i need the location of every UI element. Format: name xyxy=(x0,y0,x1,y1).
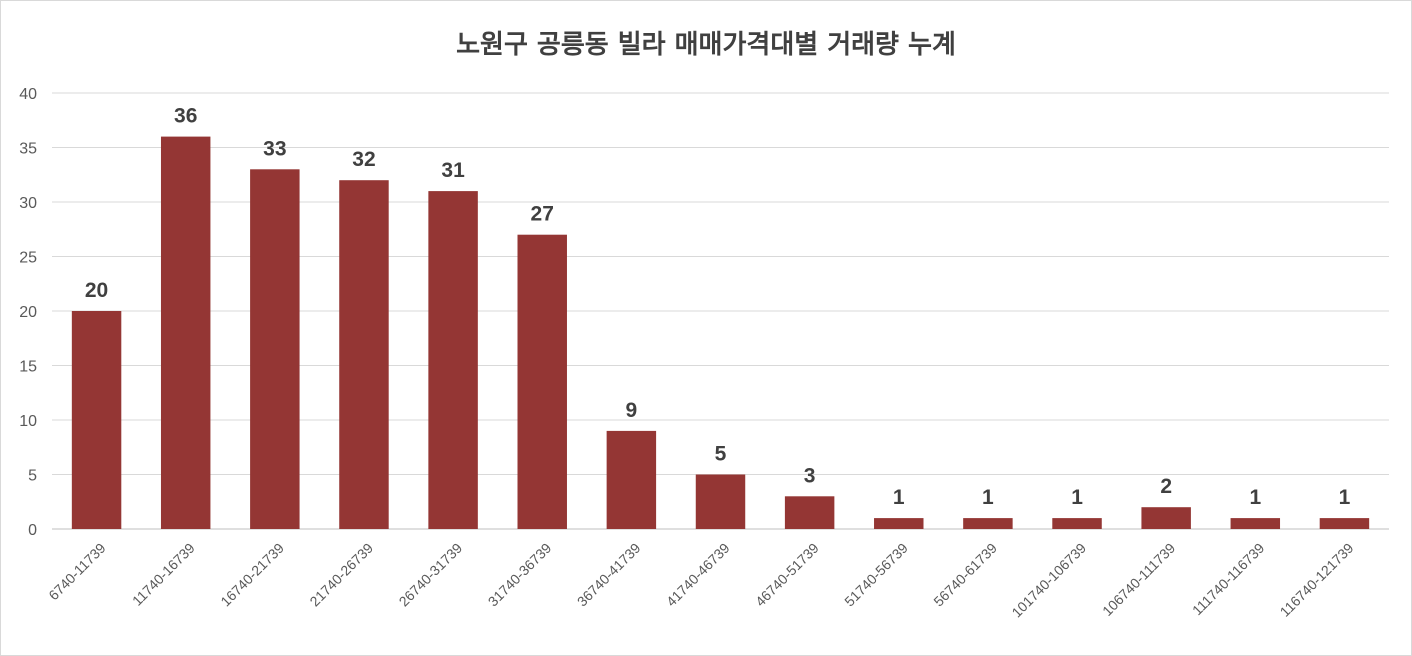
data-label: 1 xyxy=(982,486,994,509)
y-tick-label: 30 xyxy=(19,195,37,212)
x-tick-label: 11740-16739 xyxy=(129,540,198,609)
bar xyxy=(428,191,478,529)
bar xyxy=(1319,518,1370,529)
bar xyxy=(250,169,300,530)
data-label: 33 xyxy=(263,137,286,160)
chart-title: 노원구 공릉동 빌라 매매가격대별 거래량 누계 xyxy=(456,30,956,60)
bar xyxy=(963,518,1013,529)
data-label: 36 xyxy=(174,105,197,128)
x-axis-ticks: 6740-11739 11740-16739 16740-21739 21740-26… xyxy=(45,540,1356,621)
y-tick-label: 35 xyxy=(19,141,37,158)
x-tick-label: 31740-36739 xyxy=(485,540,555,610)
y-tick-label: 15 xyxy=(19,359,37,376)
bar xyxy=(71,311,122,529)
x-tick-label: 101740-106739 xyxy=(1008,540,1089,621)
x-tick-label: 56740-61739 xyxy=(930,540,1000,610)
data-label: 5 xyxy=(715,443,727,466)
x-tick-label: 21740-26739 xyxy=(306,540,376,610)
x-tick-label: 26740-31739 xyxy=(396,540,466,610)
y-tick-label: 25 xyxy=(19,250,37,267)
x-tick-label: 111740-116739 xyxy=(1189,540,1268,619)
x-tick-label: 51740-56739 xyxy=(841,540,911,610)
bar xyxy=(695,474,746,529)
y-axis-ticks: 0 5 10 15 20 25 30 35 40 xyxy=(19,86,37,539)
data-label: 32 xyxy=(352,148,375,171)
y-tick-label: 10 xyxy=(19,413,37,430)
y-tick-label: 0 xyxy=(28,522,37,539)
bar xyxy=(339,180,389,529)
x-tick-label: 46740-51739 xyxy=(752,540,822,610)
x-tick-label: 106740-111739 xyxy=(1099,540,1178,619)
y-tick-label: 5 xyxy=(28,468,37,485)
bar xyxy=(1052,518,1102,529)
data-label: 20 xyxy=(85,279,108,302)
x-tick-label: 116740-121739 xyxy=(1277,540,1357,620)
data-label: 27 xyxy=(531,203,554,226)
data-label: 9 xyxy=(626,399,638,422)
bar xyxy=(160,136,211,529)
y-tick-label: 40 xyxy=(19,86,37,103)
bar xyxy=(1230,518,1281,529)
bar xyxy=(784,496,835,529)
bar xyxy=(517,234,567,529)
x-tick-label: 41740-46739 xyxy=(663,540,733,610)
bar xyxy=(874,518,924,529)
bar xyxy=(606,430,657,529)
bars xyxy=(71,136,1370,530)
data-label: 1 xyxy=(1071,486,1083,509)
y-tick-label: 20 xyxy=(19,304,37,321)
data-label: 1 xyxy=(893,486,905,509)
x-tick-label: 36740-41739 xyxy=(574,540,644,610)
data-label: 31 xyxy=(441,159,465,182)
x-tick-label: 16740-21739 xyxy=(217,540,287,610)
data-label: 3 xyxy=(804,464,816,487)
data-label: 2 xyxy=(1160,475,1172,498)
data-label: 1 xyxy=(1249,486,1261,509)
data-label: 1 xyxy=(1339,486,1351,509)
bar xyxy=(1141,507,1191,529)
x-tick-label: 6740-11739 xyxy=(45,540,109,604)
